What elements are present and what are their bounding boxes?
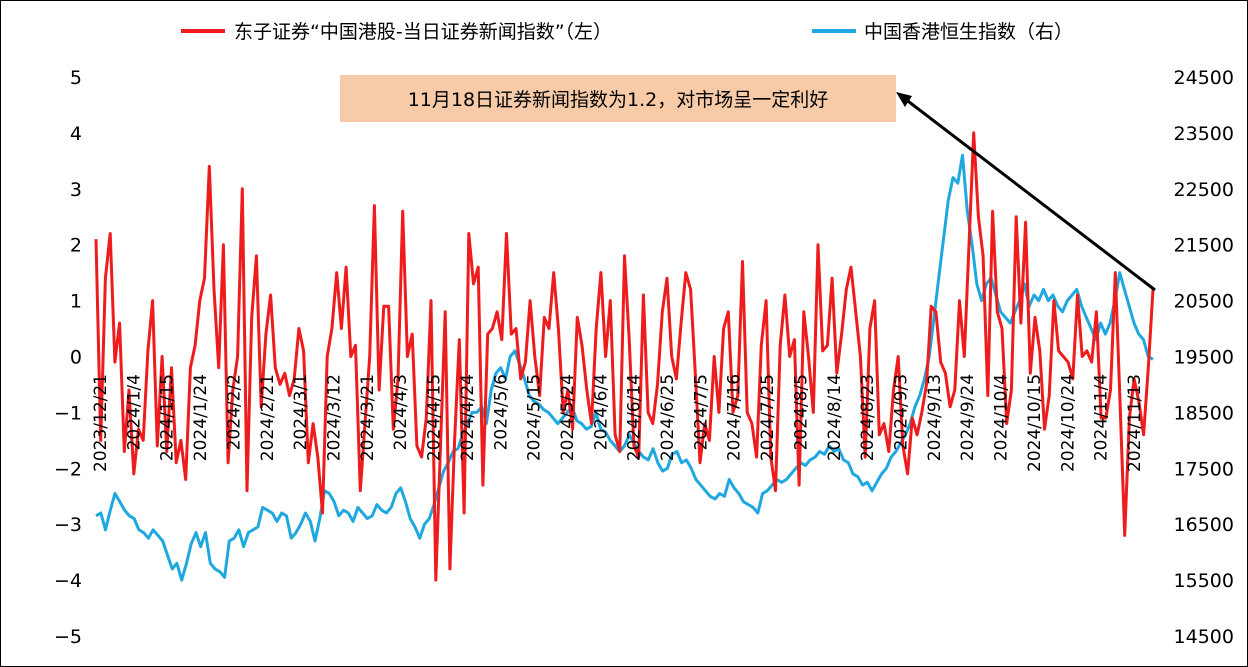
- x-tick-label: 2024/5/15: [525, 374, 545, 461]
- x-tick-label: 2024/1/15: [158, 374, 178, 461]
- right-tick-label: 22500: [1174, 179, 1234, 201]
- annotation-arrow-head: [896, 92, 912, 107]
- annotation-text: 11月18日证券新闻指数为1.2，对市场呈一定利好: [408, 89, 829, 111]
- left-tick-label: 5: [70, 67, 82, 89]
- left-tick-label: 2: [70, 235, 82, 257]
- annotation-box: [340, 75, 896, 122]
- x-tick-label: 2024/9/3: [892, 374, 912, 450]
- left-tick-label: 4: [70, 123, 82, 145]
- right-tick-label: 18500: [1174, 402, 1234, 424]
- x-tick-label: 2024/4/3: [391, 374, 411, 450]
- x-tick-label: 2024/2/2: [224, 374, 244, 450]
- annotation: 11月18日证券新闻指数为1.2，对市场呈一定利好: [340, 75, 1156, 292]
- left-tick-label: −5: [54, 626, 82, 648]
- x-tick-label: 2024/2/21: [258, 374, 278, 461]
- right-tick-label: 17500: [1174, 458, 1234, 480]
- x-axis-ticks: 2023/12/21 2024/1/4 2024/1/15 2024/1/24 2024…: [91, 374, 1145, 472]
- x-tick-label: 2024/10/15: [1025, 374, 1045, 472]
- x-tick-label: 2024/8/23: [858, 374, 878, 461]
- left-tick-label: 1: [70, 291, 82, 313]
- legend-label-news-index: 东子证券“中国港股-当日证券新闻指数”（左）: [234, 21, 612, 43]
- right-tick-label: 15500: [1174, 570, 1234, 592]
- x-tick-label: 2024/7/16: [725, 374, 745, 461]
- x-tick-label: 2024/4/24: [458, 374, 478, 461]
- x-tick-label: 2024/1/4: [124, 374, 144, 450]
- annotation-arrow-line: [899, 93, 1156, 292]
- x-tick-label: 2024/11/4: [1092, 374, 1112, 461]
- x-tick-label: 2024/8/14: [825, 374, 845, 461]
- x-tick-label: 2024/3/12: [325, 374, 345, 461]
- right-tick-label: 16500: [1174, 514, 1234, 536]
- right-tick-label: 23500: [1174, 123, 1234, 145]
- x-tick-label: 2024/4/15: [425, 374, 445, 461]
- left-tick-label: 3: [70, 179, 82, 201]
- x-tick-label: 2024/3/1: [291, 374, 311, 450]
- x-tick-label: 2024/9/13: [925, 374, 945, 461]
- x-tick-label: 2024/5/24: [558, 374, 578, 461]
- series-layer: [94, 131, 1155, 582]
- x-tick-label: 2024/11/13: [1125, 374, 1145, 472]
- right-axis-ticks: 24500 23500 22500 21500 20500 19500 18500 17500…: [1174, 67, 1234, 648]
- left-tick-label: −3: [54, 514, 82, 536]
- x-tick-label: 2024/8/5: [792, 374, 812, 450]
- left-tick-label: −4: [54, 570, 82, 592]
- x-tick-label: 2024/10/4: [992, 374, 1012, 461]
- right-tick-label: 21500: [1174, 235, 1234, 257]
- right-tick-label: 14500: [1174, 626, 1234, 648]
- x-tick-label: 2024/6/25: [658, 374, 678, 461]
- x-tick-label: 2024/7/5: [691, 374, 711, 450]
- x-tick-label: 2024/6/14: [625, 374, 645, 461]
- right-tick-label: 19500: [1174, 347, 1234, 369]
- left-tick-label: 0: [70, 347, 82, 369]
- left-tick-label: −2: [54, 458, 82, 480]
- series-line-news-index: [94, 131, 1155, 582]
- x-tick-label: 2024/9/24: [958, 374, 978, 461]
- series-line-hang-seng: [95, 153, 1154, 582]
- x-tick-label: 2024/6/4: [591, 374, 611, 450]
- x-tick-label: 2024/1/24: [191, 374, 211, 461]
- x-tick-label: 2024/3/21: [358, 374, 378, 461]
- x-tick-label: 2023/12/21: [91, 374, 111, 472]
- x-tick-label: 2024/5/6: [491, 374, 511, 450]
- x-tick-label: 2024/10/24: [1058, 374, 1078, 472]
- left-axis-ticks: 5 4 3 2 1 0 −1 −2 −3 −4 −5: [54, 67, 82, 648]
- right-tick-label: 20500: [1174, 291, 1234, 313]
- legend: 东子证券“中国港股-当日证券新闻指数”（左） 中国香港恒生指数（右）: [181, 21, 1073, 43]
- legend-label-hang-seng: 中国香港恒生指数（右）: [864, 21, 1073, 43]
- x-tick-label: 2024/7/25: [758, 374, 778, 461]
- left-tick-label: −1: [54, 402, 82, 424]
- right-tick-label: 24500: [1174, 67, 1234, 89]
